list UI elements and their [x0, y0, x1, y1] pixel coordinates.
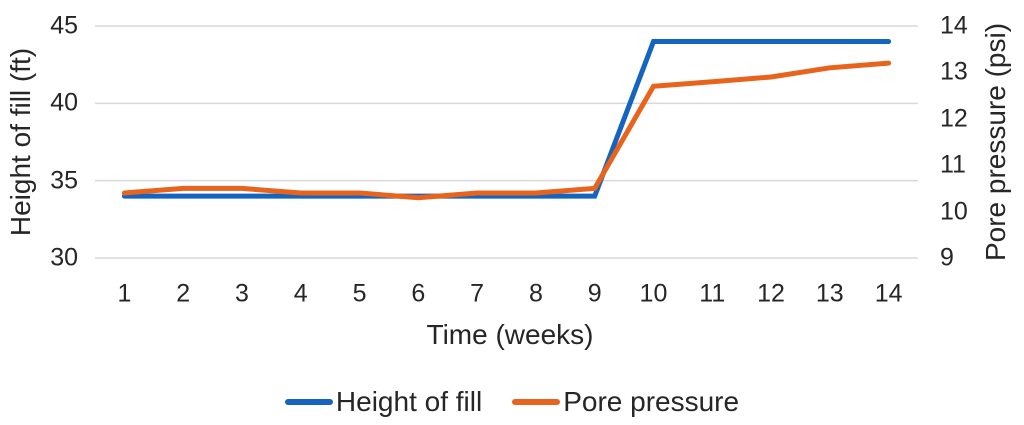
left-axis-tick-30: 30	[50, 243, 78, 272]
right-axis-tick-9: 9	[940, 243, 954, 272]
legend-line-swatch-blue	[284, 399, 333, 405]
legend-line-swatch-orange	[512, 399, 561, 405]
legend-label-pore-pressure: Pore pressure	[563, 386, 740, 417]
legend: Height of fill Pore pressure	[0, 388, 1024, 416]
series-line-height-of-fill	[121, 39, 892, 199]
right-axis-tick-14: 14	[940, 11, 968, 40]
x-axis-tick-4: 4	[293, 279, 308, 308]
right-axis-tick-10: 10	[940, 197, 968, 226]
x-axis-tick-7: 7	[470, 279, 485, 308]
right-axis-tick-13: 13	[940, 57, 968, 86]
x-axis-tick-13: 13	[815, 279, 844, 308]
legend-label-height-of-fill: Height of fill	[335, 386, 483, 417]
x-axis-tick-10: 10	[639, 279, 668, 308]
x-axis-tick-3: 3	[235, 279, 249, 308]
legend-item-height-of-fill: Height of fill	[284, 386, 483, 417]
left-axis-tick-35: 35	[50, 166, 78, 195]
x-axis-tick-14: 14	[874, 279, 903, 308]
x-axis-tick-1: 1	[117, 279, 132, 308]
left-axis-title: Height of fill (ft)	[5, 47, 36, 237]
x-axis-tick-11: 11	[699, 279, 726, 308]
series-line-pore-pressure	[121, 60, 892, 201]
legend-item-pore-pressure: Pore pressure	[512, 388, 739, 416]
left-axis-tick-45: 45	[50, 11, 78, 40]
x-axis-tick-6: 6	[411, 279, 426, 308]
right-axis-tick-11: 11	[940, 150, 966, 179]
x-axis-tick-12: 12	[757, 279, 785, 308]
x-axis-tick-5: 5	[352, 279, 367, 308]
left-axis-tick-40: 40	[50, 88, 78, 117]
right-axis-title: Pore pressure (psi)	[980, 22, 1011, 262]
x-axis-title: Time (weeks)	[426, 319, 594, 350]
x-axis-tick-9: 9	[587, 279, 602, 308]
right-axis-tick-12: 12	[940, 104, 968, 133]
x-axis-tick-8: 8	[528, 279, 543, 308]
x-axis-tick-2: 2	[176, 279, 191, 308]
